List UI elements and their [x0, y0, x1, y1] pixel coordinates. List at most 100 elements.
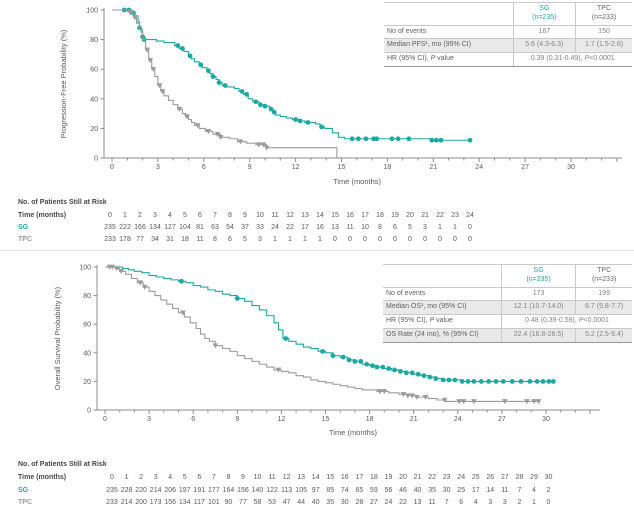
- censor-mark: [187, 53, 193, 59]
- risk-value: 4: [168, 474, 173, 481]
- risk-value: 2: [138, 212, 142, 219]
- stats-row-label: No of events: [383, 286, 502, 302]
- censor-mark: [486, 379, 492, 384]
- risk-value: 0: [333, 236, 337, 243]
- risk-value: 4: [531, 487, 536, 494]
- x-tick-label: 0: [103, 416, 107, 423]
- censor-mark: [237, 139, 244, 145]
- risk-value: 134: [178, 499, 191, 506]
- censor-mark: [392, 367, 397, 373]
- censor-mark: [415, 371, 421, 377]
- stats-row-label: OS Rate (24 mo), % (95% CI): [383, 327, 502, 343]
- risk-value: 35: [326, 499, 335, 506]
- risk-value: 10: [361, 224, 369, 231]
- censor-mark: [244, 91, 250, 97]
- censor-mark: [256, 142, 262, 148]
- risk-value: 0: [108, 212, 112, 219]
- risk-series-label-sg: SG: [18, 487, 29, 494]
- y-tick-label: 40: [90, 96, 98, 103]
- y-tick-label: 0: [87, 408, 91, 415]
- risk-table-title: No. of Patients Still at Risk: [18, 199, 107, 206]
- risk-value: 53: [268, 499, 276, 506]
- risk-value: 97: [311, 487, 320, 494]
- censor-mark: [320, 348, 325, 354]
- risk-value: 11: [501, 487, 509, 494]
- risk-value: 17: [301, 224, 309, 231]
- x-tick-label: 9: [235, 416, 239, 423]
- risk-value: 178: [119, 236, 131, 243]
- censor-mark: [429, 137, 435, 143]
- censor-mark: [205, 68, 211, 74]
- censor-mark: [465, 379, 471, 384]
- stats-row-label: Median PFS¹, mo (95% CI): [384, 38, 514, 53]
- censor-mark: [438, 137, 444, 143]
- censor-mark: [441, 397, 448, 403]
- risk-value: 85: [326, 487, 335, 494]
- risk-value: 0: [393, 236, 397, 243]
- censor-mark: [340, 354, 346, 360]
- risk-value: 21: [413, 474, 422, 481]
- risk-value: 0: [363, 236, 367, 243]
- censor-mark: [210, 74, 216, 79]
- risk-value: 11: [196, 236, 204, 243]
- risk-value: 40: [413, 487, 422, 494]
- x-tick-label: 15: [338, 164, 346, 171]
- risk-value: 5: [243, 236, 247, 243]
- censor-mark: [409, 393, 416, 399]
- x-tick-label: 30: [567, 164, 575, 171]
- stats-row-label: HR (95% CI), P value: [383, 314, 502, 329]
- stats-value: 6.7 (5.8-7.7): [575, 300, 632, 315]
- pfs-risk-table: No. of Patients Still at Risk Time (month…: [0, 197, 634, 251]
- stats-value: 173: [500, 286, 577, 302]
- risk-value: 3: [153, 212, 157, 219]
- risk-value: 35: [428, 487, 436, 494]
- risk-value: 20: [406, 212, 414, 219]
- risk-value: 27: [370, 499, 378, 506]
- risk-value: 0: [453, 236, 457, 243]
- censor-mark: [271, 109, 277, 115]
- censor-mark: [459, 379, 465, 384]
- x-tick-label: 18: [366, 416, 374, 423]
- risk-value: 22: [428, 474, 436, 481]
- censor-mark: [144, 47, 150, 53]
- censor-mark: [275, 367, 282, 373]
- censor-mark: [205, 129, 212, 135]
- risk-value: 47: [282, 499, 291, 506]
- risk-value: 117: [193, 499, 205, 506]
- stats-col-header-sg: SG (n=235): [500, 264, 577, 288]
- risk-value: 22: [399, 499, 407, 506]
- risk-value: 19: [391, 212, 399, 219]
- risk-value: 134: [149, 224, 161, 231]
- risk-row: SG 235 228 220 214 206 197 191 177 164 156 140 122 11…: [0, 487, 634, 498]
- risk-value: 15: [331, 212, 339, 219]
- risk-value: 30: [340, 499, 349, 506]
- y-tick-label: 60: [83, 322, 91, 329]
- censor-mark: [446, 377, 452, 383]
- risk-value: 1: [124, 474, 129, 481]
- censor-mark: [433, 137, 439, 143]
- risk-value: 1: [531, 499, 536, 506]
- y-tick-label: 60: [90, 67, 98, 74]
- x-tick-label: 27: [521, 164, 529, 171]
- censor-mark: [374, 136, 380, 142]
- risk-value: 46: [399, 487, 407, 494]
- x-tick-label: 24: [454, 416, 462, 423]
- y-axis-title: Progression-Free Probability (%): [59, 29, 68, 138]
- risk-value: 24: [384, 499, 393, 506]
- censor-mark: [413, 394, 420, 400]
- x-axis-title: Time (months): [329, 428, 378, 437]
- risk-value: 77: [136, 236, 144, 243]
- censor-mark: [234, 296, 240, 301]
- censor-mark: [198, 62, 204, 68]
- risk-value: 6: [228, 236, 232, 243]
- censor-mark: [460, 399, 467, 405]
- censor-mark: [364, 361, 370, 367]
- risk-value: 54: [226, 224, 234, 231]
- risk-value: 10: [253, 474, 262, 481]
- risk-value: 81: [196, 224, 204, 231]
- x-tick-label: 24: [475, 164, 483, 171]
- x-tick-label: 15: [322, 416, 330, 423]
- risk-value: 197: [178, 487, 191, 494]
- stats-value: 22.4 (16.8-28.5): [500, 327, 577, 343]
- censor-mark: [405, 393, 411, 399]
